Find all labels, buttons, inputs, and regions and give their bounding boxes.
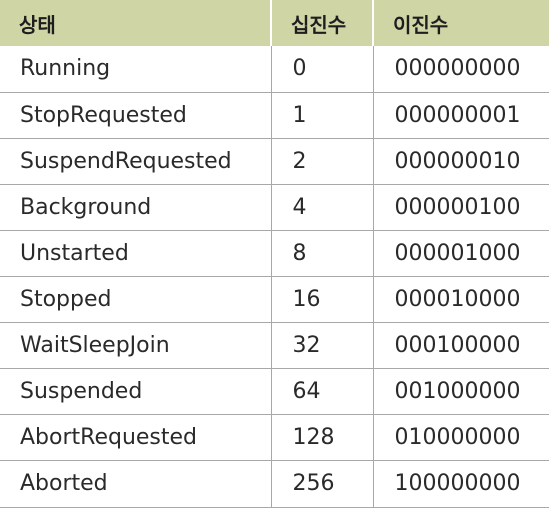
state-cell: AbortRequested bbox=[20, 424, 198, 450]
binary-cell: 001000000 bbox=[372, 368, 549, 414]
decimal-cell: 16 bbox=[270, 276, 373, 322]
decimal-cell: 4 bbox=[270, 184, 373, 230]
decimal-cell: 256 bbox=[270, 460, 373, 507]
state-cell: WaitSleepJoin bbox=[20, 332, 170, 358]
state-cell: Aborted bbox=[20, 471, 108, 496]
state-cell: StopRequested bbox=[20, 102, 187, 128]
state-cell: SuspendRequested bbox=[20, 148, 232, 174]
state-cell: Running bbox=[20, 56, 111, 82]
binary-cell: 000000001 bbox=[372, 92, 549, 138]
binary-cell: 000001000 bbox=[372, 230, 549, 276]
binary-cell: 000000000 bbox=[372, 46, 549, 92]
state-cell: Background bbox=[20, 194, 152, 220]
header-state: 상태 bbox=[19, 12, 56, 37]
table-row: StopRequested 1 000000001 bbox=[0, 92, 549, 138]
table-row: Aborted 256 100000000 bbox=[0, 460, 549, 507]
decimal-cell: 1 bbox=[270, 92, 373, 138]
table-row: Running 0 000000000 bbox=[0, 46, 549, 92]
header-binary: 이진수 bbox=[372, 0, 549, 46]
table-row: SuspendRequested 2 000000010 bbox=[0, 138, 549, 184]
decimal-cell: 32 bbox=[270, 322, 373, 368]
decimal-cell: 8 bbox=[270, 230, 373, 276]
binary-cell: 000000010 bbox=[372, 138, 549, 184]
binary-cell: 000010000 bbox=[372, 276, 549, 322]
state-cell: Stopped bbox=[20, 286, 112, 312]
binary-cell: 000100000 bbox=[372, 322, 549, 368]
table-header-row: 상태 십진수 이진수 bbox=[0, 0, 549, 46]
header-decimal: 십진수 bbox=[270, 0, 373, 46]
state-cell: Suspended bbox=[20, 378, 143, 404]
table-row: AbortRequested 128 010000000 bbox=[0, 414, 549, 460]
table-row: Background 4 000000100 bbox=[0, 184, 549, 230]
binary-cell: 100000000 bbox=[372, 460, 549, 507]
table-row: Suspended 64 001000000 bbox=[0, 368, 549, 414]
binary-cell: 010000000 bbox=[372, 414, 549, 460]
state-cell: Unstarted bbox=[20, 240, 129, 266]
decimal-cell: 2 bbox=[270, 138, 373, 184]
binary-cell: 000000100 bbox=[372, 184, 549, 230]
table-row: Unstarted 8 000001000 bbox=[0, 230, 549, 276]
decimal-cell: 0 bbox=[270, 46, 373, 92]
table-row: WaitSleepJoin 32 000100000 bbox=[0, 322, 549, 368]
decimal-cell: 64 bbox=[270, 368, 373, 414]
table-row: Stopped 16 000010000 bbox=[0, 276, 549, 322]
decimal-cell: 128 bbox=[270, 414, 373, 460]
